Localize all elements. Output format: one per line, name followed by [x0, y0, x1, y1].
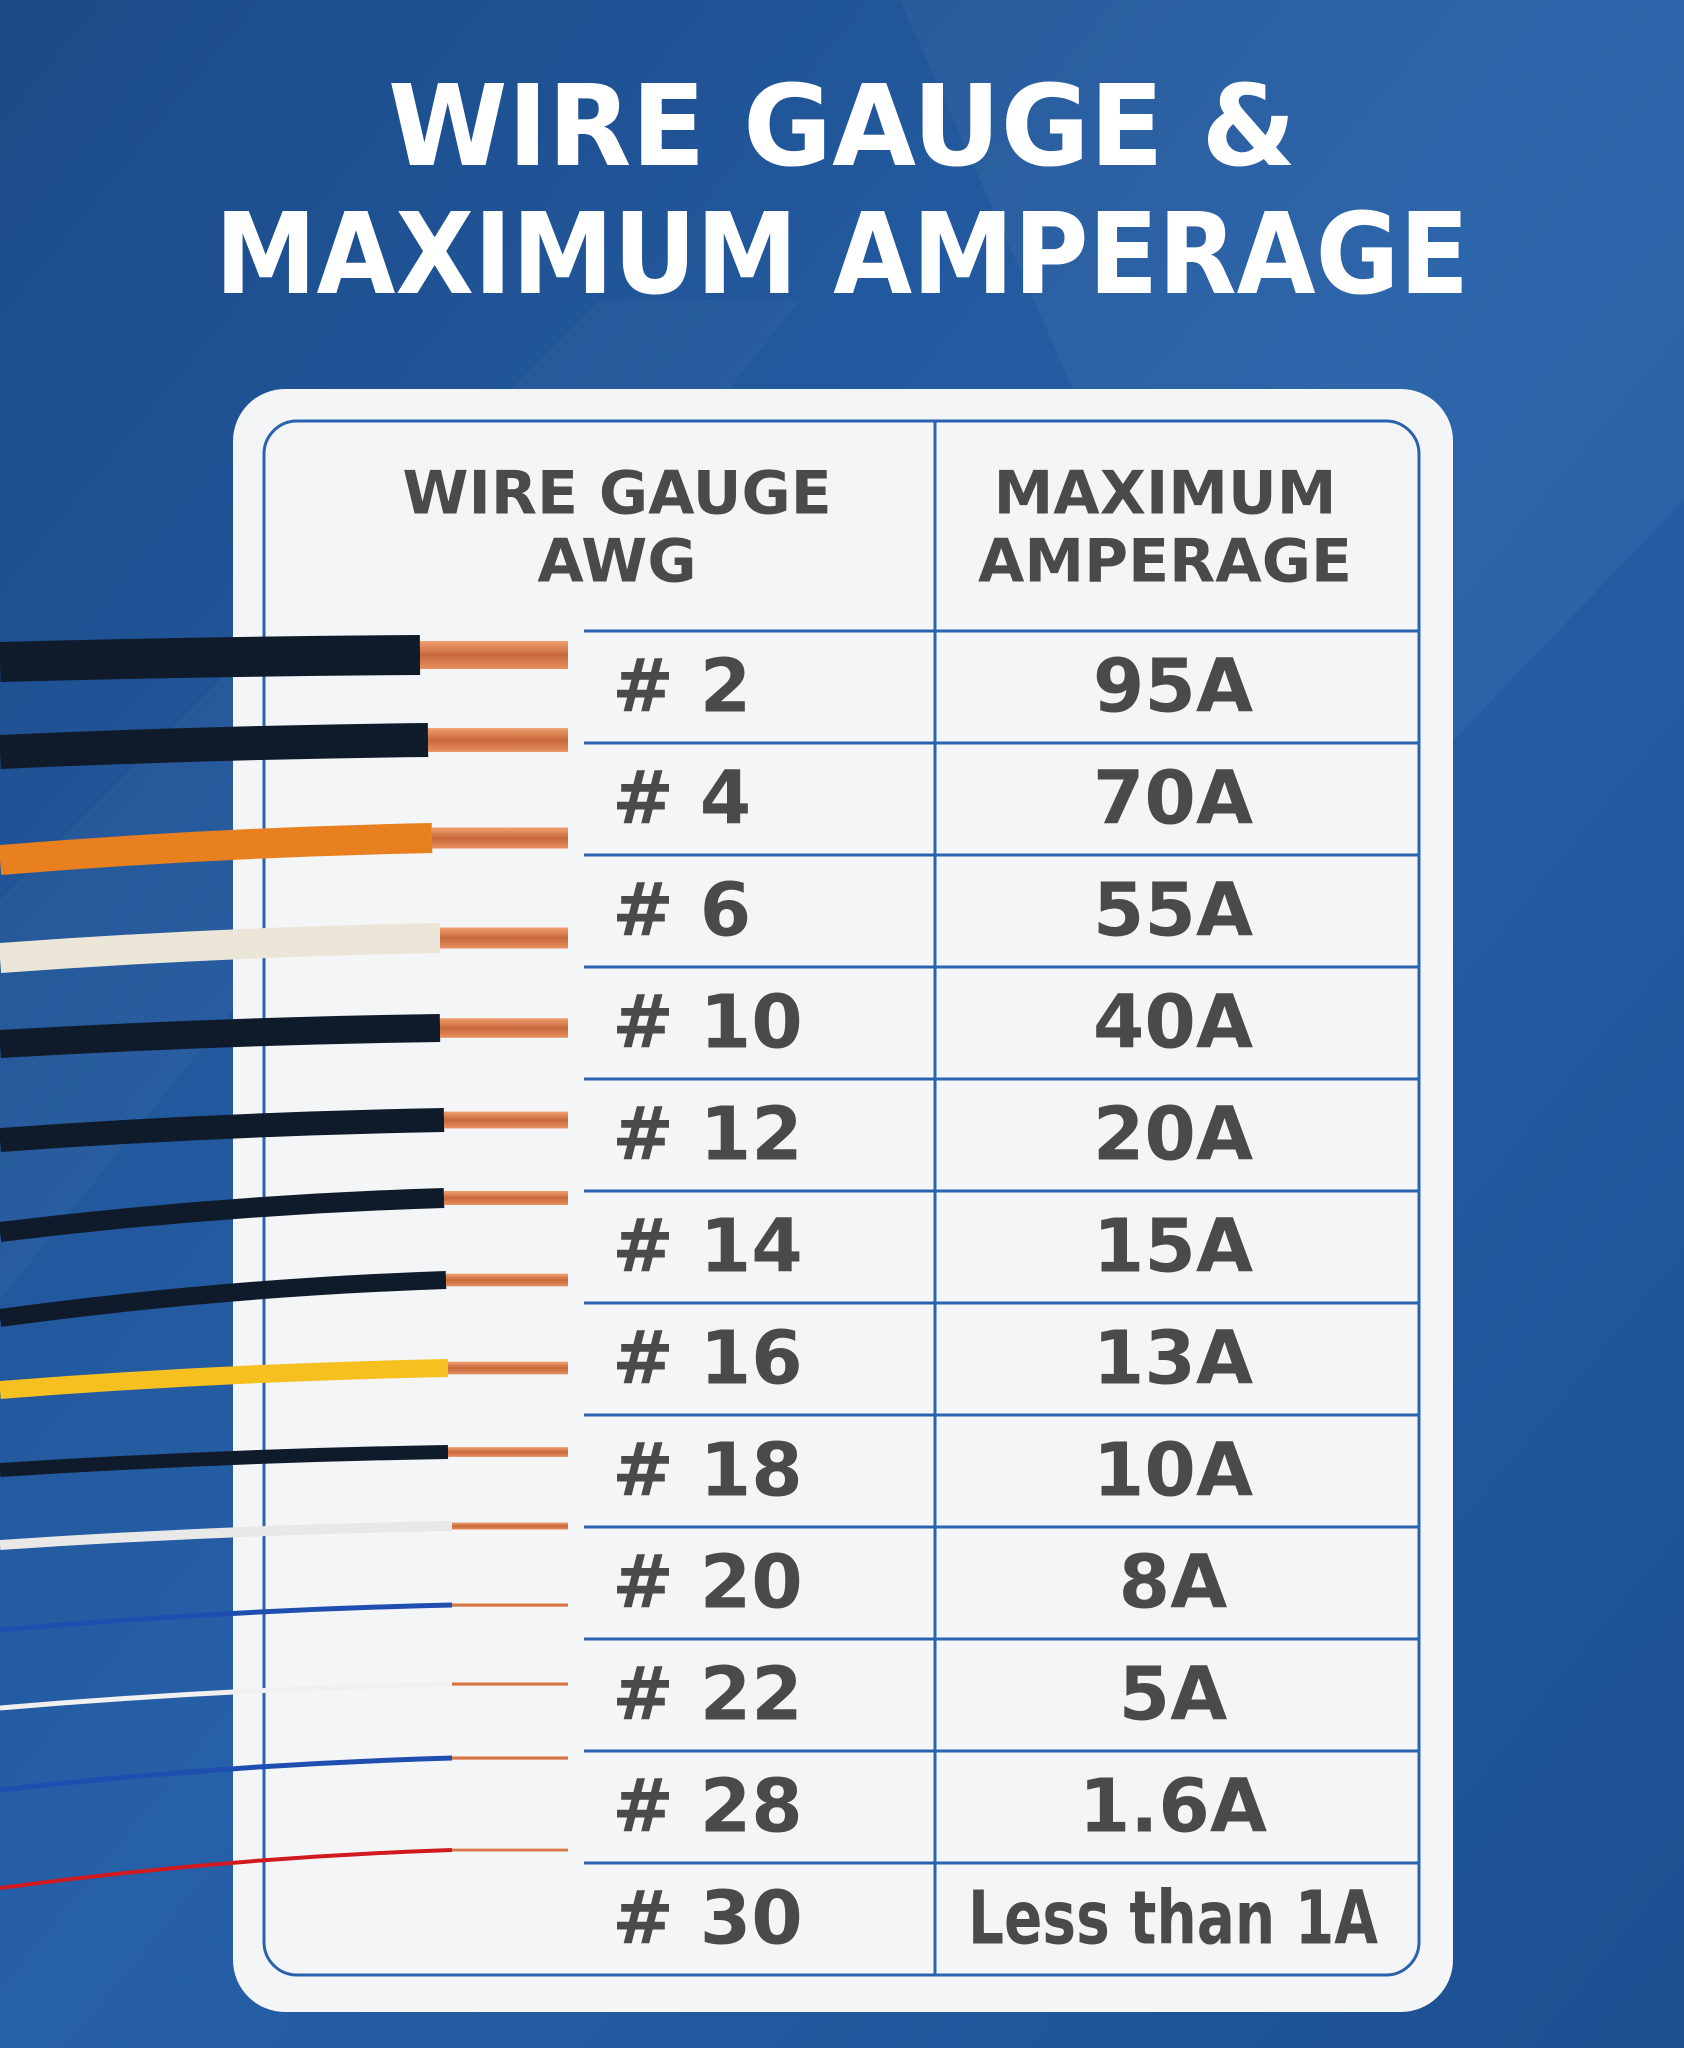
wire-insulation	[0, 823, 433, 875]
wire-copper	[452, 1603, 568, 1607]
wire-copper	[440, 1018, 568, 1038]
title-line: MAXIMUM AMPERAGE	[215, 190, 1469, 320]
amperage-cell: 15A	[1093, 1204, 1253, 1290]
gauge-cell: # 4	[612, 756, 751, 842]
wire-copper	[428, 728, 568, 752]
wire-insulation	[0, 1359, 449, 1399]
gauge-cell: # 6	[612, 868, 751, 954]
amperage-cell: 13A	[1093, 1316, 1253, 1402]
wire-insulation	[0, 1445, 449, 1477]
gauge-cell: # 30	[612, 1876, 803, 1962]
gauge-cell: # 10	[612, 980, 803, 1066]
amperage-cell: Less than 1A	[968, 1876, 1378, 1962]
wire-insulation	[0, 1014, 441, 1058]
amperage-cell: 55A	[1093, 868, 1253, 954]
table-rows: # 2 95A # 4 70A # 6 55A # 10 40A # 12 20A # 14 15A #…	[584, 644, 1419, 1962]
gauge-cell: # 20	[612, 1540, 803, 1626]
header-text: WIRE GAUGE	[402, 459, 831, 529]
wire-copper	[444, 1191, 568, 1205]
wire-copper	[448, 1447, 568, 1457]
header-text: AMPERAGE	[978, 527, 1352, 597]
wire-insulation	[0, 923, 441, 973]
amperage-cell: 1.6A	[1079, 1764, 1267, 1850]
wire-insulation	[0, 723, 429, 769]
amperage-cell: 20A	[1093, 1092, 1253, 1178]
gauge-cell: # 2	[612, 644, 751, 730]
amperage-cell: 5A	[1119, 1652, 1228, 1738]
header-text: AWG	[537, 527, 696, 597]
wire-insulation	[0, 1602, 453, 1633]
amperage-cell: 40A	[1093, 980, 1253, 1066]
wire-copper	[452, 1848, 568, 1852]
wire-insulation	[0, 1521, 453, 1550]
wire-copper	[420, 641, 568, 669]
header-text: MAXIMUM	[994, 459, 1337, 529]
gauge-cell: # 14	[612, 1204, 803, 1290]
wire-insulation	[0, 635, 421, 682]
gauge-cell: # 22	[612, 1652, 803, 1738]
wire-copper	[452, 1682, 568, 1686]
gauge-cell: # 28	[612, 1764, 803, 1850]
amperage-cell: 70A	[1093, 756, 1253, 842]
wire-insulation	[0, 1108, 445, 1152]
wire-copper	[448, 1361, 568, 1375]
wire-copper	[432, 827, 568, 849]
wire-copper	[452, 1756, 568, 1760]
gauge-cell: # 16	[612, 1316, 803, 1402]
amperage-cell: 10A	[1093, 1428, 1253, 1514]
wire-copper	[440, 927, 568, 949]
wires	[0, 635, 568, 1890]
wire-insulation	[0, 1271, 447, 1327]
wire-insulation	[0, 1681, 453, 1711]
wire-insulation	[0, 1848, 453, 1890]
title-line: WIRE GAUGE &	[388, 62, 1296, 192]
wire-copper	[452, 1522, 568, 1530]
wire-insulation	[0, 1188, 445, 1242]
gauge-cell: # 12	[612, 1092, 803, 1178]
wire-copper	[446, 1273, 568, 1287]
gauge-cell: # 18	[612, 1428, 803, 1514]
wire-copper	[444, 1111, 568, 1129]
amperage-cell: 95A	[1093, 644, 1253, 730]
wire-insulation	[0, 1755, 453, 1793]
amperage-cell: 8A	[1119, 1540, 1228, 1626]
